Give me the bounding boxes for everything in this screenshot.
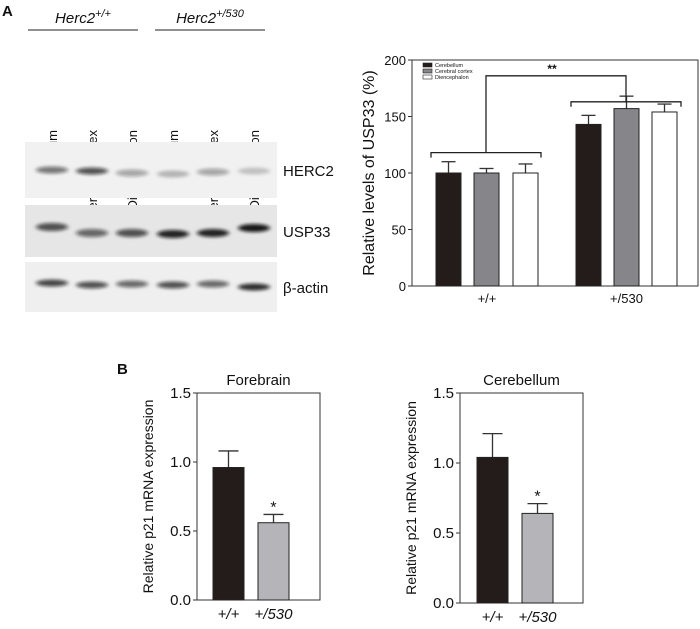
y-tick-label: 0.0 <box>433 595 454 612</box>
significance-annotation: * <box>270 499 276 516</box>
protein-band <box>238 283 270 291</box>
bar-cerebral-cortex <box>613 108 640 287</box>
protein-band <box>76 167 108 175</box>
legend-swatch <box>422 74 433 80</box>
y-axis-label: Relative p21 mRNA expression <box>403 401 419 595</box>
protein-band <box>76 281 108 289</box>
blot-strip <box>25 205 277 257</box>
x-tick-label: +/+ <box>218 606 240 623</box>
x-tick-label: +/+ <box>482 609 504 626</box>
protein-band <box>76 229 108 237</box>
protein-band <box>197 168 229 176</box>
protein-band <box>116 229 148 237</box>
legend-label: Cerebellum <box>435 63 464 69</box>
protein-band <box>238 167 270 175</box>
protein-band <box>238 224 270 232</box>
bar-cerebellum <box>435 172 462 287</box>
protein-band <box>197 280 229 288</box>
bar-diencephalon <box>651 111 678 287</box>
protein-band <box>36 279 68 287</box>
panel-a-label: A <box>2 3 13 20</box>
forebrain-p21-chart: 0.0 0.5 1.0 1.5 Relative p21 mRNA expression… <box>140 372 321 623</box>
y-axis-label: Relative levels of USP33 (%) <box>361 70 378 275</box>
y-tick-label: 0.5 <box>170 523 191 540</box>
protein-band <box>157 281 189 289</box>
bar <box>212 467 245 601</box>
protein-band <box>197 229 229 237</box>
y-tick-label: 0.0 <box>170 592 191 609</box>
y-tick-label: 50 <box>392 223 406 238</box>
blot-row-label: USP33 <box>283 224 331 241</box>
legend-swatch <box>422 68 433 74</box>
genotype-name: Herc2 <box>176 10 217 27</box>
y-tick-label: 150 <box>384 110 406 125</box>
y-tick-label: 100 <box>384 166 406 181</box>
y-axis-label: Relative p21 mRNA expression <box>140 400 156 594</box>
chart-title: Cerebellum <box>483 372 560 389</box>
legend-label: Diencephalon <box>435 75 469 81</box>
usp33-bar-chart: 0 50 100 150 200 Relative levels of USP33 (%)… <box>361 53 699 306</box>
y-tick-label: 1.0 <box>433 455 454 472</box>
protein-band <box>157 170 189 178</box>
western-blot: Herc2+/+Herc2+/530CerebellumCerebral cor… <box>25 8 334 312</box>
genotype-label-0: Herc2+/+ <box>55 8 111 27</box>
genotype-superscript: +/530 <box>216 8 245 20</box>
x-tick-label: +/530 <box>519 609 558 626</box>
blot-row-label: β-actin <box>283 280 328 297</box>
y-tick-label: 1.0 <box>170 454 191 471</box>
significance-bracket <box>430 152 542 158</box>
bar-diencephalon <box>512 172 539 287</box>
genotype-name: Herc2 <box>55 10 96 27</box>
significance-annotation: * <box>534 489 540 506</box>
bar-cerebral-cortex <box>473 172 500 287</box>
y-tick-label: 1.5 <box>433 385 454 402</box>
bar <box>257 522 290 601</box>
x-tick-label: +/+ <box>478 291 497 306</box>
genotype-superscript: +/+ <box>95 8 111 20</box>
panel-b-label: B <box>117 361 128 378</box>
y-tick-label: 0 <box>399 279 406 294</box>
bar <box>476 456 509 604</box>
genotype-label-1: Herc2+/530 <box>176 8 245 27</box>
blot-row-label: HERC2 <box>283 163 334 180</box>
x-tick-label: +/530 <box>610 291 643 306</box>
protein-band <box>157 230 189 238</box>
y-tick-label: 1.5 <box>170 385 191 402</box>
legend-label: Cerebral cortex <box>435 69 473 75</box>
cerebellum-p21-chart: 0.0 0.5 1.0 1.5 Relative p21 mRNA expression… <box>403 372 584 626</box>
protein-band <box>116 169 148 177</box>
protein-band <box>116 280 148 288</box>
significance-annotation: ** <box>547 62 557 76</box>
y-tick-label: 0.5 <box>433 525 454 542</box>
y-tick-label: 200 <box>384 53 406 68</box>
protein-band <box>36 223 68 231</box>
bar <box>521 512 554 604</box>
bar-cerebellum <box>575 123 602 287</box>
x-tick-label: +/530 <box>255 606 294 623</box>
significance-bracket <box>485 75 627 153</box>
chart-title: Forebrain <box>226 372 290 389</box>
legend-swatch <box>422 62 433 68</box>
protein-band <box>36 166 68 174</box>
blot-strip <box>25 262 277 312</box>
